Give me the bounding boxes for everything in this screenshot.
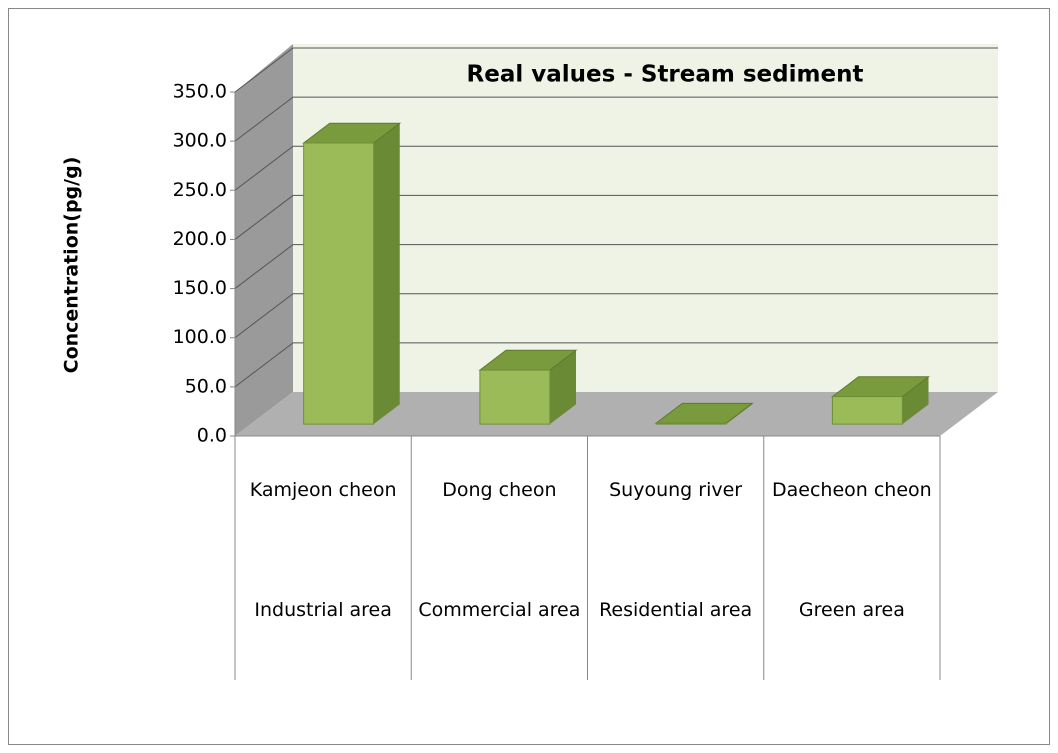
bar-side: [549, 350, 577, 425]
left-wall: [235, 44, 293, 436]
y-tick-label: 250.0: [173, 179, 227, 201]
y-tick-label: 0.0: [197, 425, 227, 447]
y-axis-label: Concentration(pg/g): [61, 157, 83, 374]
back-wall: [293, 44, 998, 392]
grid-line: [234, 96, 998, 142]
grid-line: [234, 145, 998, 191]
grid-line: [234, 293, 998, 339]
grid-line: [234, 47, 998, 93]
grid-line: [234, 342, 998, 388]
bar: [303, 142, 375, 425]
bar-side: [902, 376, 929, 425]
y-tick-label: 150.0: [173, 277, 227, 299]
bar-side: [373, 123, 400, 425]
x-tick-label: Kamjeon cheon: [250, 479, 397, 501]
x-tick-label: Daecheon cheon: [772, 479, 932, 501]
bar: [831, 396, 903, 425]
chart-title: Real values - Stream sediment: [467, 62, 864, 88]
y-tick-label: 200.0: [173, 228, 227, 250]
grid-line: [234, 244, 998, 289]
x-tick-label: Green area: [799, 599, 905, 621]
grid-line: [234, 194, 998, 240]
x-tick-label: Residential area: [599, 599, 752, 621]
x-tick-label: Industrial area: [254, 599, 392, 621]
floor: [235, 392, 998, 436]
bar: [655, 422, 727, 425]
x-tick-label: Commercial area: [418, 599, 580, 621]
y-tick-label: 50.0: [185, 375, 227, 397]
x-tick-label: Dong cheon: [442, 479, 556, 501]
y-tick-label: 300.0: [173, 130, 227, 152]
y-tick-label: 100.0: [173, 326, 227, 348]
y-tick-label: 350.0: [173, 81, 227, 103]
x-tick-label: Suyoung river: [609, 479, 742, 501]
bar: [479, 369, 551, 425]
